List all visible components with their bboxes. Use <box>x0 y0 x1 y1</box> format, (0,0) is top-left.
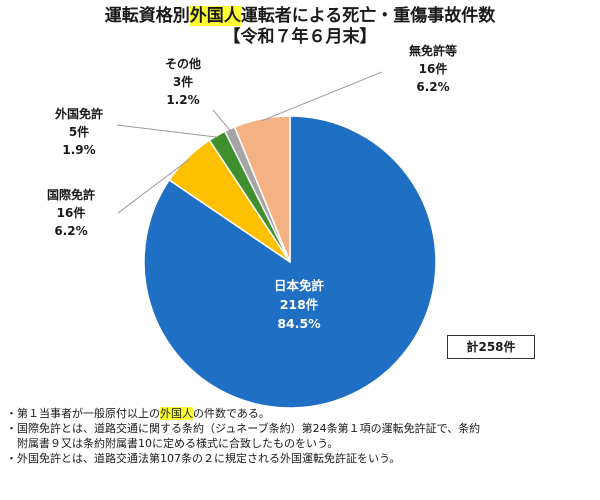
slice-label-2: 外国免許 5件 1.9% <box>55 106 103 157</box>
footnote-1: ・第１当事者が一般原付以上の外国人の件数である。 <box>6 406 596 421</box>
title-highlight: 外国人 <box>189 6 241 26</box>
leader-line-2 <box>116 124 219 138</box>
footnote-2-line1: ・国際免許とは、道路交通に関する条約（ジュネーブ条約）第24条第１項の運転免許証… <box>6 422 481 435</box>
chart-title-line1: 運転資格別外国人運転者による死亡・重傷事故件数 <box>0 6 600 26</box>
slice-label-1: 国際免許 16件 6.2% <box>47 187 95 238</box>
leader-line-1 <box>117 159 190 214</box>
footnotes: ・第１当事者が一般原付以上の外国人の件数である。 ・国際免許とは、道路交通に関す… <box>6 406 596 466</box>
footnote-2-line2: 附属書９又は条約附属書10に定める様式に合致したものをいう。 <box>17 437 339 450</box>
leader-line-3 <box>212 109 231 132</box>
total-box: 計258件 <box>447 335 535 359</box>
slice-label-0: 日本免許 218件 84.5% <box>274 278 325 331</box>
footnote-3: ・外国免許とは、道路交通法第107条の２に規定される外国運転免許証をいう。 <box>6 452 401 465</box>
leader-line-4 <box>261 71 383 122</box>
footnote-1-prefix: ・第１当事者が一般原付以上の <box>6 407 160 420</box>
footnote-1-suffix: の件数である。 <box>193 407 270 420</box>
slice-label-4: 無免許等 16件 6.2% <box>409 43 457 94</box>
slice-label-3: その他 3件 1.2% <box>165 56 201 107</box>
pie-slice-4 <box>233 115 291 263</box>
title-prefix: 運転資格別 <box>104 6 190 26</box>
title-suffix: 運転者による死亡・重傷事故件数 <box>240 6 496 26</box>
chart-title-line2: 【令和７年６月末】 <box>223 27 377 47</box>
footnote-1-highlight: 外国人 <box>160 407 193 420</box>
